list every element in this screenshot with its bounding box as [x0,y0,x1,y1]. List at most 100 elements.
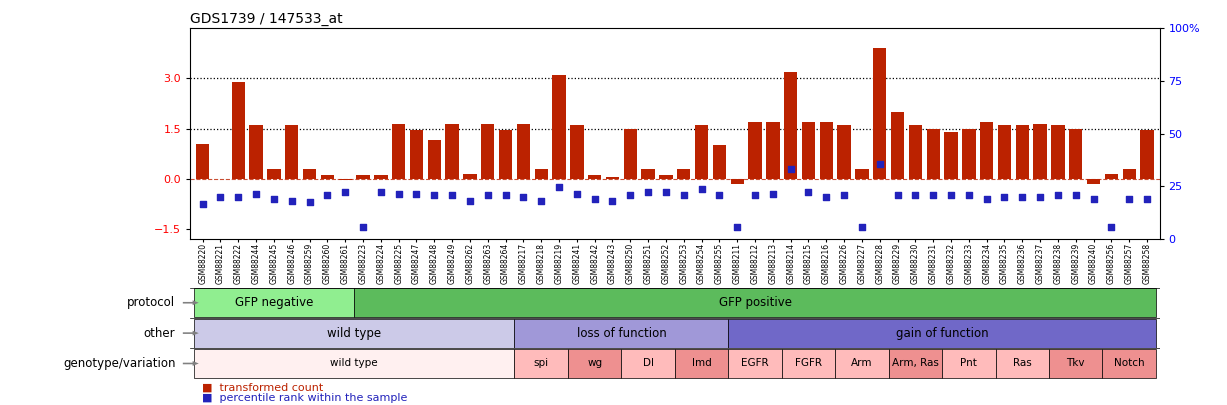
Point [264,196,283,202]
Bar [1087,179,1101,184]
Text: other: other [144,326,175,340]
Bar [374,175,388,179]
Bar [196,144,210,179]
Point [1066,192,1086,199]
Text: Notch: Notch [1114,358,1145,369]
Bar [748,122,762,179]
Point [728,224,747,230]
Point [656,189,676,195]
Text: GDS1739 / 147533_at: GDS1739 / 147533_at [190,12,342,26]
Point [995,194,1015,200]
Point [514,194,534,200]
Bar [942,349,995,378]
Bar [339,179,352,181]
Bar [428,141,440,179]
Point [299,199,319,205]
Point [621,192,640,199]
Bar [1104,174,1118,179]
Point [924,192,944,199]
Bar [1016,125,1029,179]
Point [389,191,409,197]
Text: Pnt: Pnt [961,358,977,369]
Bar [621,349,675,378]
Bar [588,175,601,179]
Bar [838,125,850,179]
Point [442,192,461,199]
Bar [464,174,476,179]
Bar [606,177,620,179]
Text: genotype/variation: genotype/variation [63,357,175,370]
Point [282,197,302,204]
Point [888,192,908,199]
Bar [730,179,744,184]
Bar [782,349,836,378]
Text: ■  percentile rank within the sample: ■ percentile rank within the sample [202,393,407,403]
Text: ■  transformed count: ■ transformed count [202,383,324,393]
Bar [1103,349,1156,378]
Point [960,192,979,199]
Point [834,192,854,199]
Text: Dl: Dl [643,358,654,369]
Bar [801,122,815,179]
Bar [694,125,708,179]
Point [816,194,836,200]
Bar [481,124,494,179]
Bar [514,318,729,347]
Point [1083,196,1103,202]
Bar [623,129,637,179]
Bar [514,349,568,378]
Text: Tkv: Tkv [1066,358,1085,369]
Bar [766,122,779,179]
Point [496,192,515,199]
Point [780,166,800,173]
Bar [499,130,512,179]
Bar [355,288,1156,318]
Bar [410,130,423,179]
Bar [945,132,958,179]
Bar [303,169,317,179]
Bar [517,124,530,179]
Bar [285,125,298,179]
Point [211,194,231,200]
Bar [1069,129,1082,179]
Bar [874,49,886,179]
Point [906,192,925,199]
Point [1102,224,1121,230]
Point [1119,196,1139,202]
Bar [194,318,514,347]
Point [531,197,551,204]
Bar [1123,169,1136,179]
Text: loss of function: loss of function [577,326,666,340]
Text: GFP negative: GFP negative [234,296,313,309]
Point [247,191,266,197]
Point [479,192,498,199]
Point [371,189,390,195]
Point [709,192,729,199]
Bar [356,175,369,179]
Bar [891,112,904,179]
Bar [962,129,975,179]
Point [763,191,783,197]
Point [318,192,337,199]
Point [193,200,212,207]
Bar [1140,130,1153,179]
Point [745,192,764,199]
Point [1012,194,1032,200]
Text: wg: wg [587,358,602,369]
Point [585,196,605,202]
Point [335,189,355,195]
Point [425,192,444,199]
Text: EGFR: EGFR [741,358,769,369]
Point [228,194,248,200]
Bar [784,72,798,179]
Bar [836,349,888,378]
Bar [659,175,672,179]
Text: wild type: wild type [330,358,378,369]
Bar [568,349,621,378]
Point [460,197,480,204]
Point [1137,196,1157,202]
Text: Arm, Ras: Arm, Ras [892,358,939,369]
Bar [642,169,655,179]
Bar [820,122,833,179]
Bar [445,124,459,179]
